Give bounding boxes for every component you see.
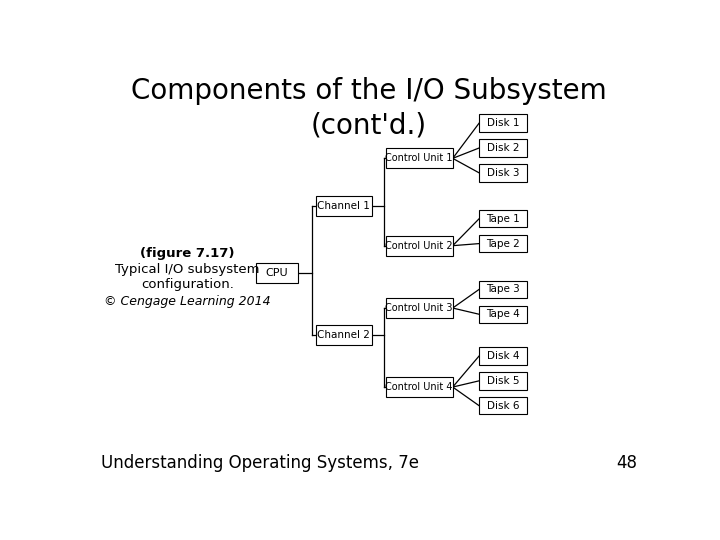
- Text: © Cengage Learning 2014: © Cengage Learning 2014: [104, 295, 271, 308]
- Text: Tape 1: Tape 1: [486, 214, 520, 224]
- Text: Tape 3: Tape 3: [486, 285, 520, 294]
- FancyBboxPatch shape: [386, 235, 453, 255]
- Text: Tape 4: Tape 4: [486, 309, 520, 319]
- Text: Channel 1: Channel 1: [318, 201, 370, 211]
- Text: 48: 48: [616, 454, 637, 472]
- Text: Disk 5: Disk 5: [487, 376, 519, 386]
- FancyBboxPatch shape: [256, 263, 298, 282]
- FancyBboxPatch shape: [480, 347, 526, 365]
- Text: Control Unit 4: Control Unit 4: [385, 382, 453, 392]
- FancyBboxPatch shape: [480, 306, 526, 323]
- FancyBboxPatch shape: [480, 164, 526, 181]
- Text: Channel 2: Channel 2: [318, 330, 370, 340]
- Text: Disk 4: Disk 4: [487, 351, 519, 361]
- Text: Control Unit 2: Control Unit 2: [385, 241, 453, 251]
- Text: Typical I/O subsystem
configuration.: Typical I/O subsystem configuration.: [115, 263, 260, 291]
- FancyBboxPatch shape: [386, 377, 453, 397]
- Text: Disk 1: Disk 1: [487, 118, 519, 128]
- Text: Disk 2: Disk 2: [487, 143, 519, 153]
- FancyBboxPatch shape: [386, 298, 453, 318]
- Text: Disk 3: Disk 3: [487, 168, 519, 178]
- FancyBboxPatch shape: [480, 372, 526, 389]
- FancyBboxPatch shape: [316, 196, 372, 216]
- Text: Understanding Operating Systems, 7e: Understanding Operating Systems, 7e: [101, 454, 419, 472]
- Text: (figure 7.17): (figure 7.17): [140, 247, 235, 260]
- Text: Disk 6: Disk 6: [487, 401, 519, 411]
- Text: Control Unit 3: Control Unit 3: [385, 303, 453, 313]
- FancyBboxPatch shape: [386, 148, 453, 168]
- Text: Components of the I/O Subsystem
(cont'd.): Components of the I/O Subsystem (cont'd.…: [131, 77, 607, 140]
- FancyBboxPatch shape: [480, 114, 526, 132]
- FancyBboxPatch shape: [480, 235, 526, 252]
- Text: CPU: CPU: [266, 268, 288, 278]
- FancyBboxPatch shape: [480, 281, 526, 298]
- FancyBboxPatch shape: [480, 210, 526, 227]
- Text: Tape 2: Tape 2: [486, 239, 520, 248]
- FancyBboxPatch shape: [316, 325, 372, 345]
- Text: Control Unit 1: Control Unit 1: [385, 153, 453, 164]
- FancyBboxPatch shape: [480, 397, 526, 415]
- FancyBboxPatch shape: [480, 139, 526, 157]
